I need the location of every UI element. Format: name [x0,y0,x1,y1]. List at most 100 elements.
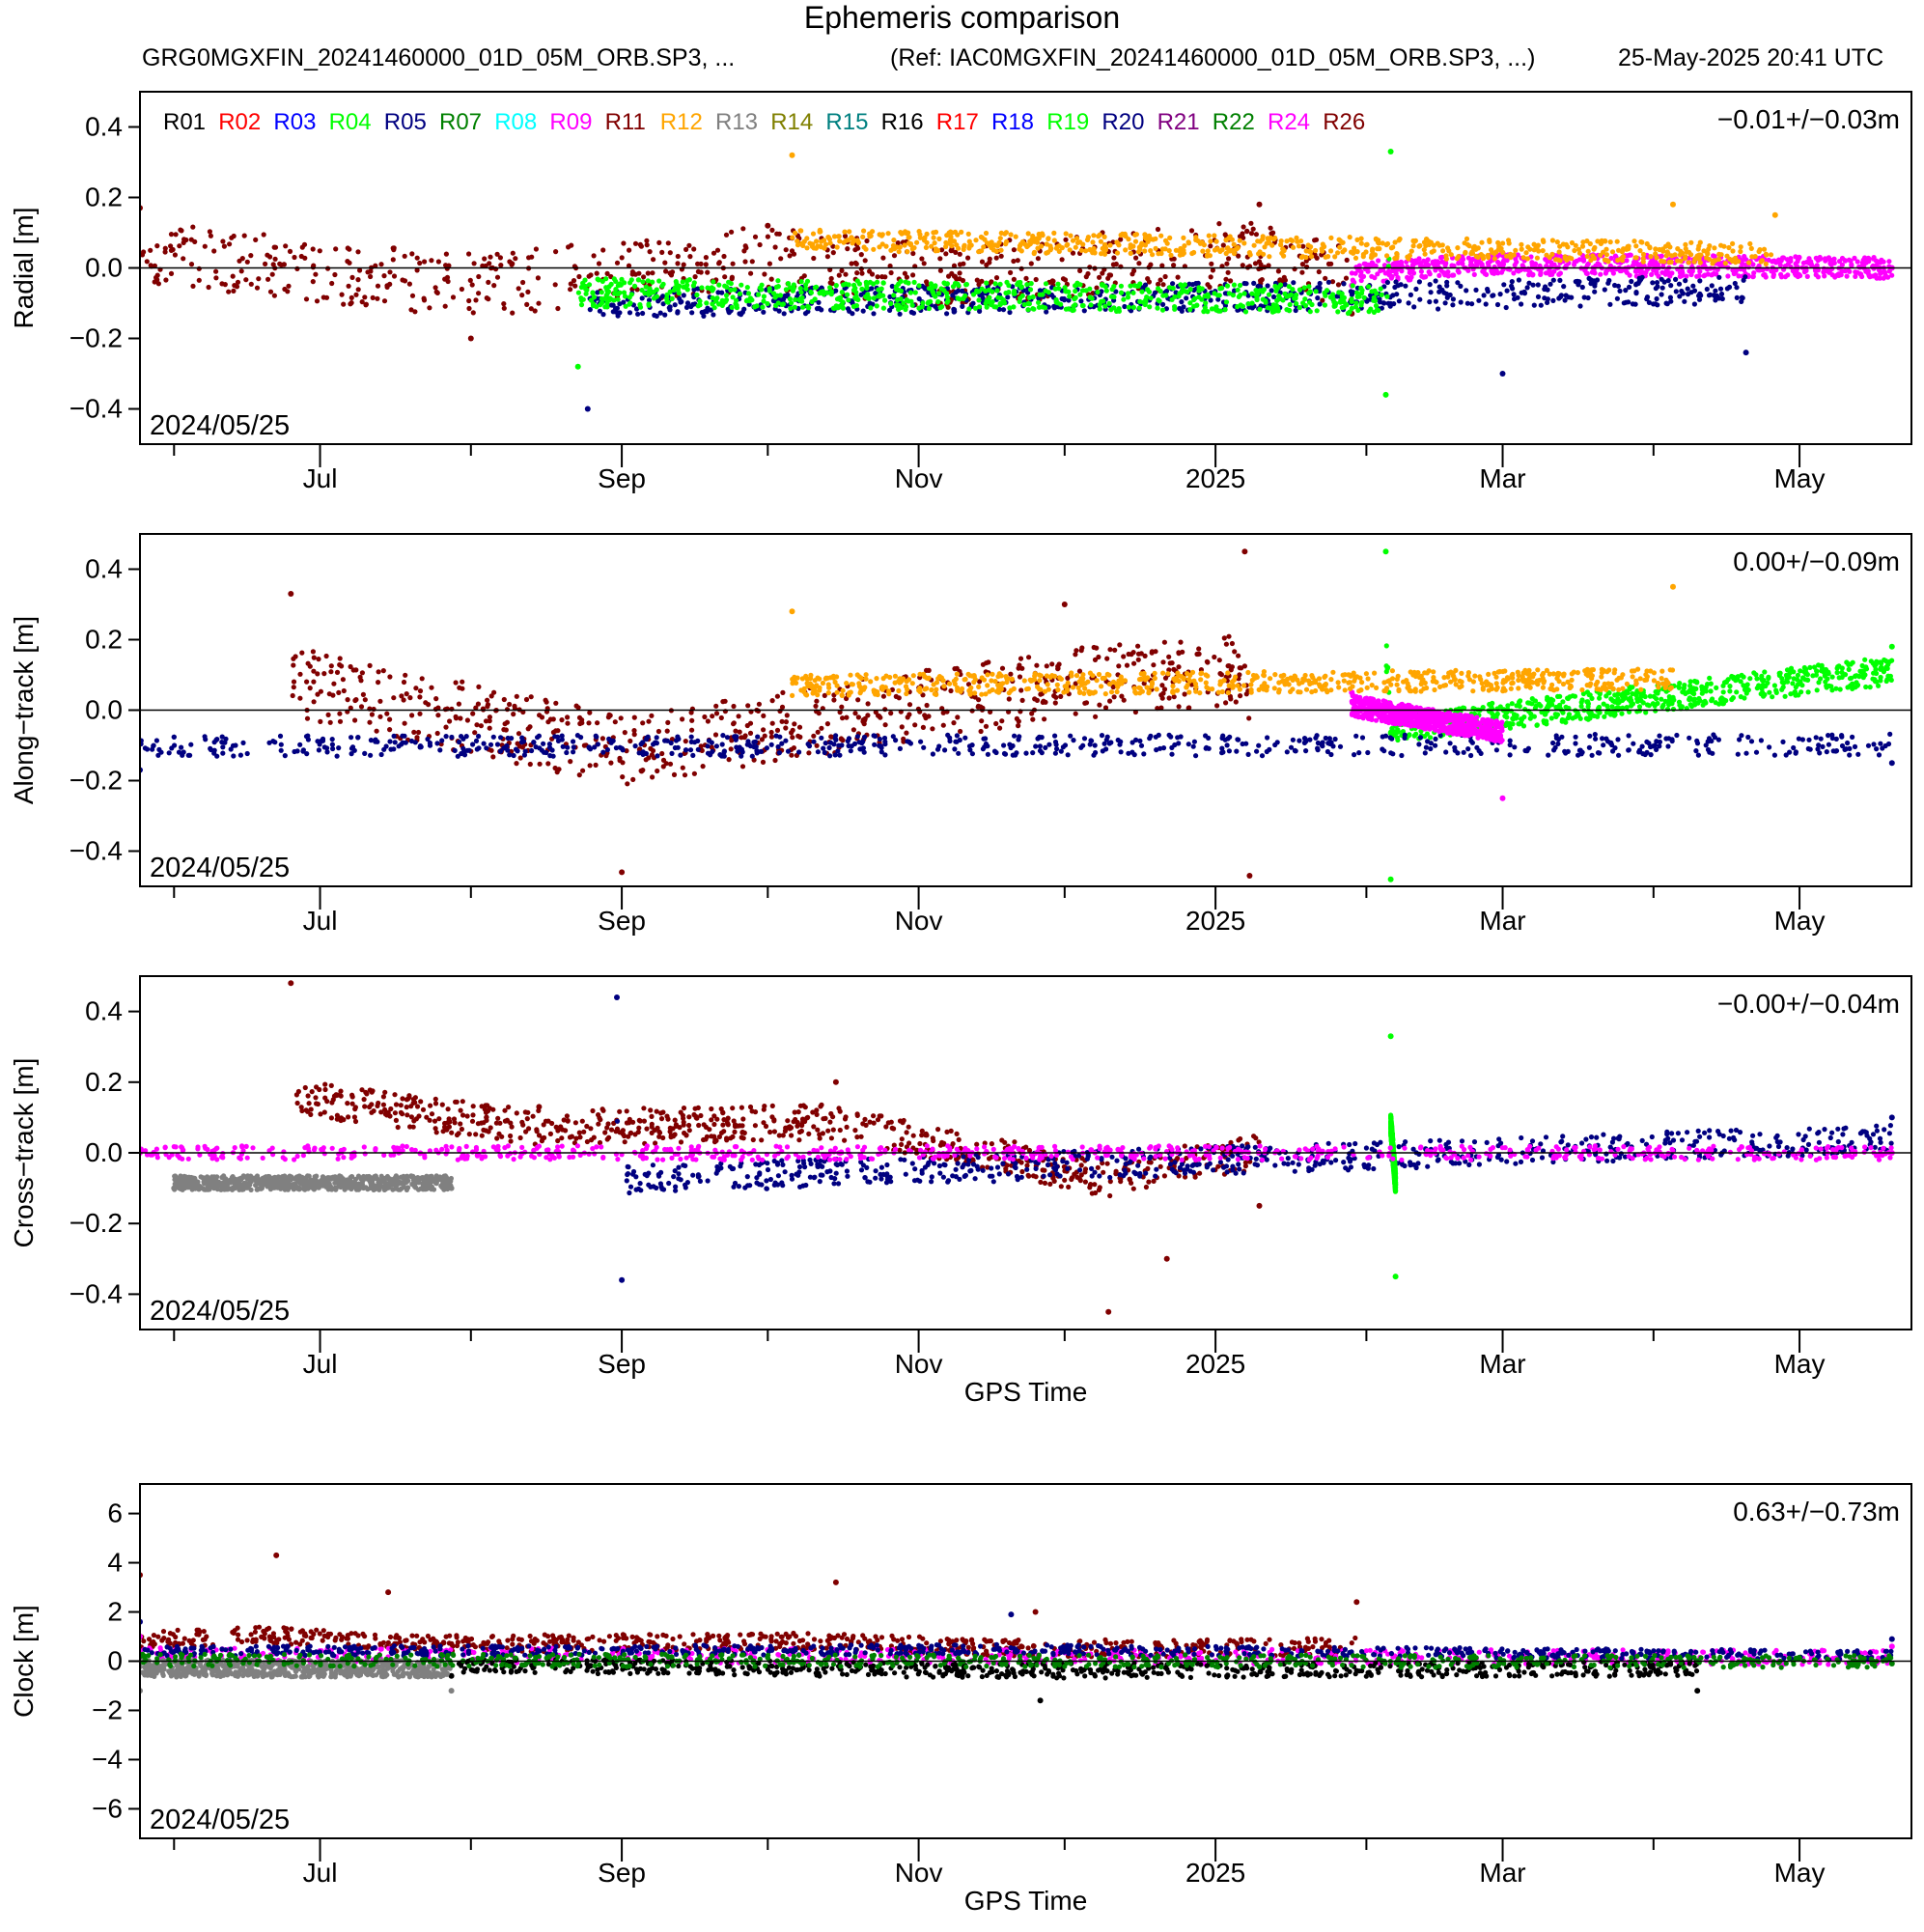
point [773,284,780,290]
point [899,724,905,730]
point [774,693,781,699]
point [891,253,898,259]
point [1413,286,1419,292]
point [1638,693,1644,700]
point [1222,307,1228,313]
point [1253,232,1259,238]
point [1813,672,1819,678]
point [919,256,925,262]
point [1446,248,1452,254]
point [1503,304,1509,311]
point [400,277,405,283]
point [1688,239,1694,245]
point [1654,255,1659,261]
point [494,274,501,280]
point [1693,686,1699,692]
point [775,300,781,306]
point [1616,705,1622,711]
point [1147,304,1153,310]
point [1153,245,1158,251]
point [498,263,504,268]
point [891,238,897,243]
point [1826,671,1831,677]
point [1206,294,1212,299]
point [1659,704,1665,710]
point [1256,259,1263,265]
point [1139,289,1145,294]
point [1405,264,1410,270]
point [1550,297,1556,303]
point [1229,237,1235,242]
point [435,713,441,718]
point [1017,674,1023,680]
point [1077,292,1083,297]
point [864,282,870,289]
point [1046,290,1051,295]
point [1725,273,1731,279]
point [1709,283,1715,289]
point [672,302,678,308]
point [1083,288,1089,294]
point [1054,300,1061,306]
point [1770,259,1775,265]
point [1656,273,1661,279]
point [317,248,322,254]
point [315,671,321,677]
point [713,298,719,304]
point [1181,250,1186,256]
point [453,715,460,721]
point [1669,697,1675,703]
point [751,757,757,763]
point [231,288,237,294]
point [1721,697,1727,703]
point [1526,280,1532,286]
point [713,711,720,716]
point [1747,240,1753,247]
point [660,301,666,307]
point [1270,237,1276,242]
point [1025,231,1031,237]
point [1707,675,1713,682]
point [1652,703,1658,709]
point [1237,672,1242,678]
point [1375,271,1380,277]
point [1889,272,1895,278]
point [667,270,673,276]
point [1324,288,1330,294]
point [516,743,522,749]
point [951,238,958,244]
point [1182,691,1187,697]
point [1543,284,1548,290]
point [1107,242,1113,248]
point [1077,239,1083,245]
point [862,717,868,723]
point [617,290,623,295]
point [977,679,983,685]
point [154,243,160,249]
point [966,306,972,312]
point [460,679,465,685]
point [1445,273,1451,279]
point [1524,285,1530,291]
point [1107,647,1113,653]
point [972,305,979,311]
point [148,247,153,253]
point [1396,238,1402,243]
point [1650,280,1656,286]
point [1597,262,1603,267]
point [1587,715,1593,721]
point [1209,306,1215,312]
point [726,310,732,316]
point [1396,298,1402,304]
point [868,233,874,238]
point [1205,248,1211,254]
point [1149,237,1155,242]
point [770,291,777,296]
point [1492,256,1497,262]
point [596,261,602,266]
point [1886,259,1892,265]
point [1763,251,1769,257]
point [686,242,692,248]
y-tick-label: −0.2 [70,323,123,353]
point [1097,302,1102,308]
